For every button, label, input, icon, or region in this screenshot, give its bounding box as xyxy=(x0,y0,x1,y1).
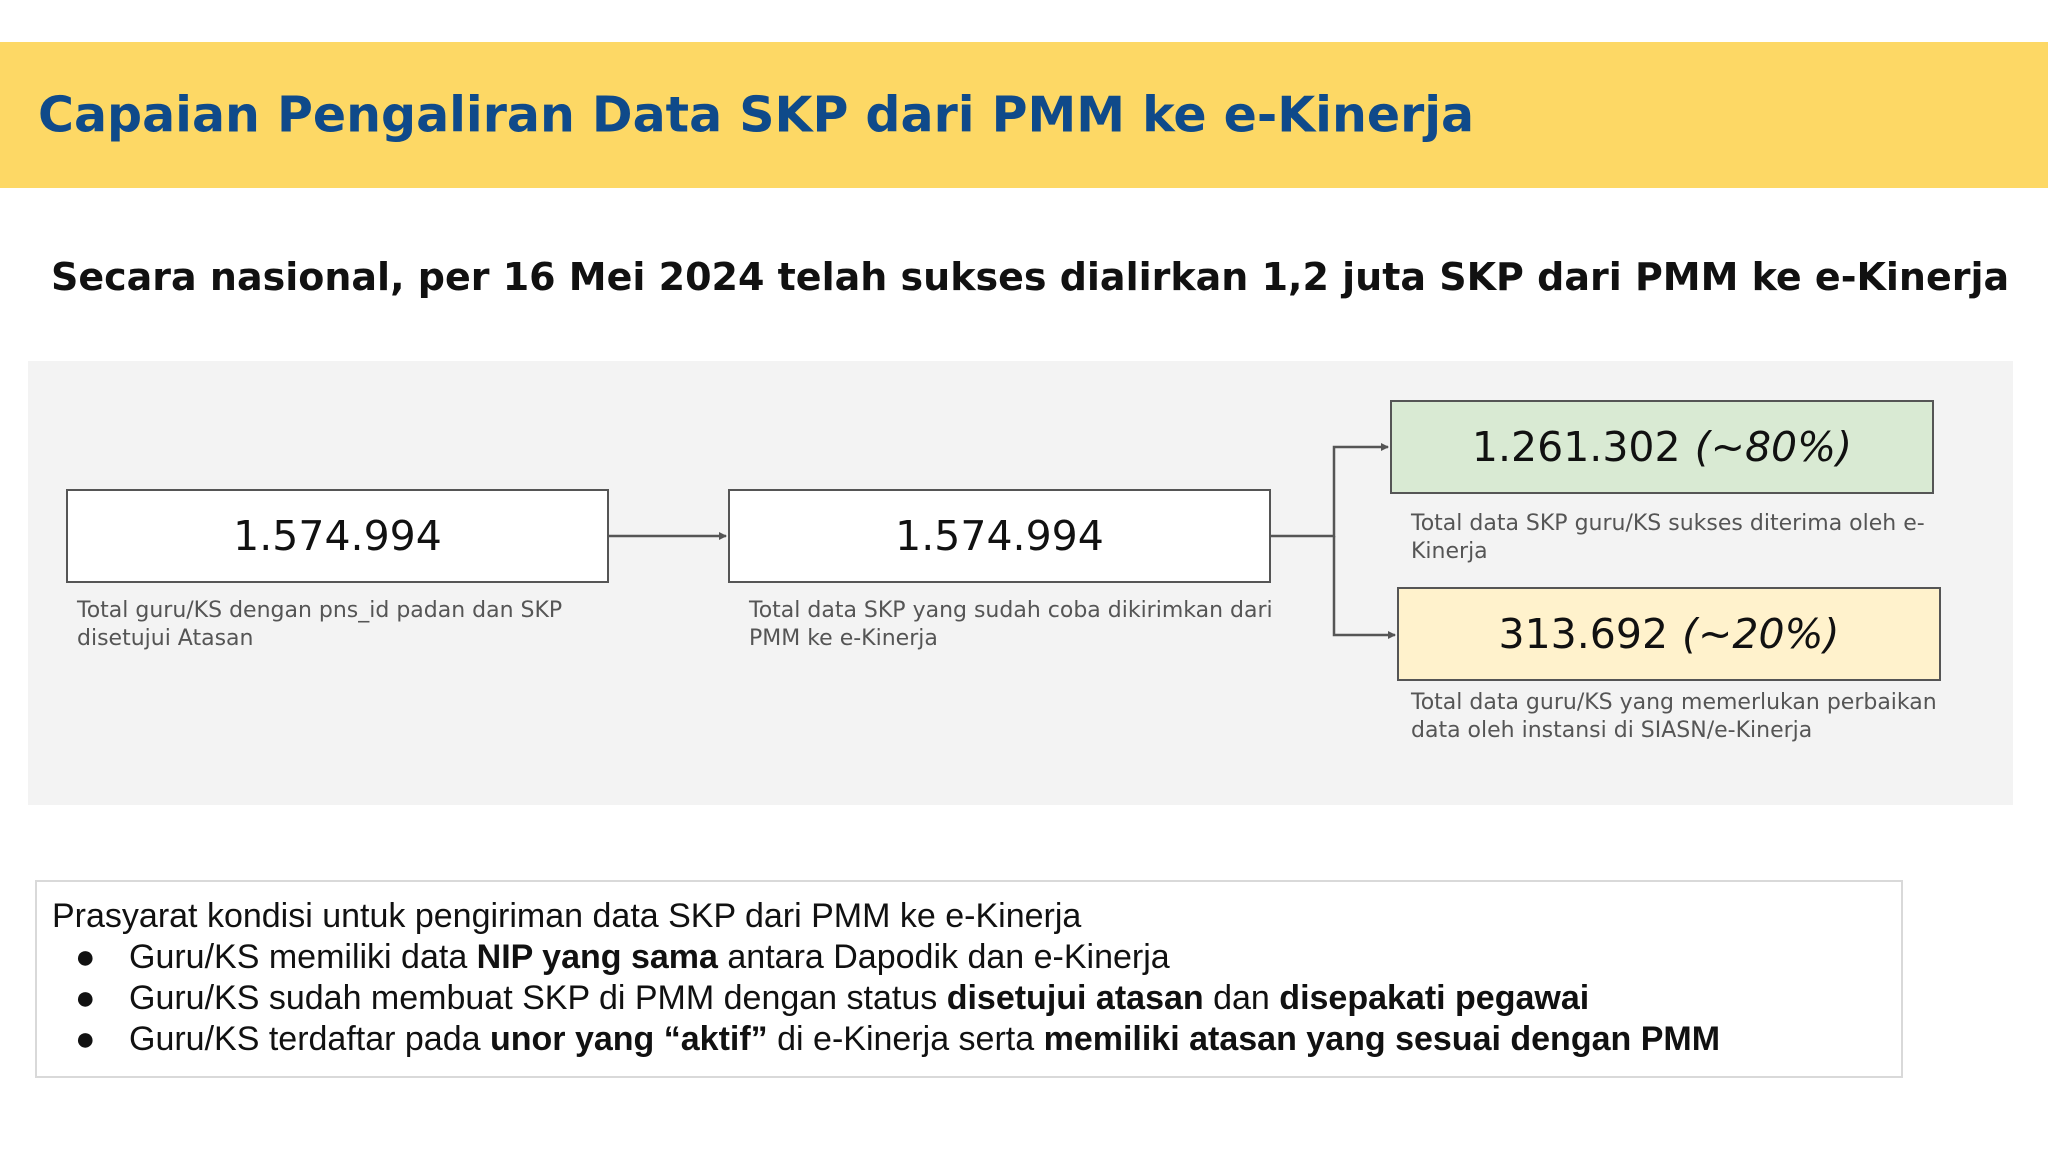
arrow-sent-to-success xyxy=(1271,443,1389,538)
eligible-count-box: 1.574.994 xyxy=(66,489,609,583)
prerequisite-text: dan xyxy=(1203,979,1280,1017)
sent-count-label: Total data SKP yang sudah coba dikirimka… xyxy=(749,598,1273,651)
prerequisites-title: Prasyarat kondisi untuk pengiriman data … xyxy=(52,897,1082,935)
arrow-sent-to-needs-fix xyxy=(1332,536,1396,639)
title-banner: Capaian Pengaliran Data SKP dari PMM ke … xyxy=(0,42,2048,188)
sent-count-value: 1.574.994 xyxy=(895,512,1104,560)
success-count-label: Total data SKP guru/KS sukses diterima o… xyxy=(1411,511,1925,564)
prerequisite-emphasis: disetujui atasan xyxy=(946,979,1204,1017)
prerequisite-text: antara Dapodik dan e-Kinerja xyxy=(717,938,1170,976)
prerequisite-text: Guru/KS terdaftar pada xyxy=(129,1020,490,1058)
prerequisite-emphasis: memiliki atasan yang sesuai dengan PMM xyxy=(1043,1020,1721,1058)
prerequisite-text: di e-Kinerja serta xyxy=(767,1020,1044,1058)
needs-fix-count-label: Total data guru/KS yang memerlukan perba… xyxy=(1411,690,1937,743)
success-count-box: 1.261.302 (~80%) xyxy=(1390,400,1934,494)
eligible-count-label: Total guru/KS dengan pns_id padan dan SK… xyxy=(77,598,563,651)
prerequisite-item: ● Guru/KS sudah membuat SKP di PMM dengan… xyxy=(52,978,1901,1019)
prerequisite-emphasis: unor yang “aktif” xyxy=(489,1020,768,1058)
sent-count-box: 1.574.994 xyxy=(728,489,1271,583)
success-count-value: 1.261.302 xyxy=(1471,423,1681,471)
success-percent: (~80%) xyxy=(1694,423,1853,471)
needs-fix-percent: (~20%) xyxy=(1682,610,1840,658)
prerequisite-emphasis: NIP yang sama xyxy=(476,938,718,976)
prerequisites-box: Prasyarat kondisi untuk pengiriman data … xyxy=(35,880,1903,1078)
page-title: Capaian Pengaliran Data SKP dari PMM ke … xyxy=(38,86,1475,144)
prerequisite-emphasis: disepakati pegawai xyxy=(1279,979,1590,1017)
headline: Secara nasional, per 16 Mei 2024 telah s… xyxy=(51,255,2010,299)
bullet-icon: ● xyxy=(75,979,96,1017)
needs-fix-count-box: 313.692 (~20%) xyxy=(1397,587,1941,681)
prerequisite-text: Guru/KS sudah membuat SKP di PMM dengan … xyxy=(129,979,947,1017)
prerequisite-item: ● Guru/KS memiliki data NIP yang sama ant… xyxy=(52,937,1901,978)
bullet-icon: ● xyxy=(75,1020,96,1058)
prerequisites-list: ● Guru/KS memiliki data NIP yang sama ant… xyxy=(52,937,1901,1060)
prerequisite-item: ● Guru/KS terdaftar pada unor yang “aktif… xyxy=(52,1019,1901,1060)
prerequisite-text: Guru/KS memiliki data xyxy=(129,938,477,976)
eligible-count-value: 1.574.994 xyxy=(233,512,442,560)
bullet-icon: ● xyxy=(75,938,96,976)
needs-fix-count-value: 313.692 xyxy=(1498,610,1669,658)
